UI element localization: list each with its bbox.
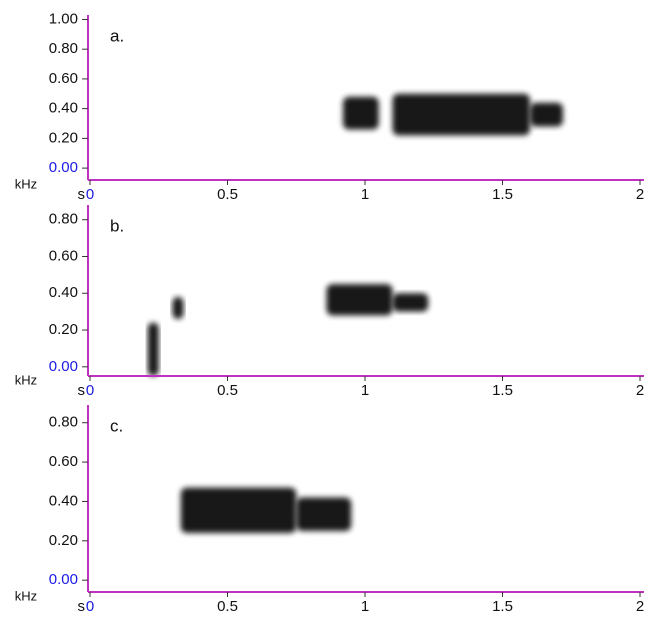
sound-blob xyxy=(326,284,393,316)
y-tick-label: 0.60 xyxy=(49,247,78,264)
y-tick-label: 0.80 xyxy=(49,211,78,228)
y-tick-label: 0.00 xyxy=(49,571,78,588)
y-tick-label: 0.00 xyxy=(49,358,78,375)
x-axis-label: s xyxy=(78,186,86,203)
sound-blob xyxy=(392,293,429,312)
y-tick-label: 0.20 xyxy=(49,532,78,549)
x-tick-label: 2 xyxy=(636,186,644,203)
y-tick-label: 0.80 xyxy=(49,414,78,431)
x-tick-label: 2 xyxy=(636,382,644,399)
x-tick-label: 0.5 xyxy=(217,186,238,203)
y-axis-label: kHz xyxy=(15,372,37,387)
x-tick-label: 1.5 xyxy=(492,382,513,399)
sound-blob xyxy=(172,296,184,319)
y-tick-label: 0.80 xyxy=(49,40,78,57)
y-tick-label: 0.20 xyxy=(49,129,78,146)
x-tick-label: 1 xyxy=(361,186,369,203)
x-tick-label: 1.5 xyxy=(492,598,513,615)
x-tick-label: 0.5 xyxy=(217,598,238,615)
y-tick-label: 0.40 xyxy=(49,284,78,301)
x-tick-label: 0 xyxy=(86,382,94,399)
x-axis-label: s xyxy=(78,598,86,615)
sound-blob xyxy=(180,487,297,533)
x-tick-label: 2 xyxy=(636,598,644,615)
sound-blob xyxy=(392,93,530,136)
x-tick-label: 1 xyxy=(361,598,369,615)
sound-blob xyxy=(343,96,379,130)
y-tick-label: 0.40 xyxy=(49,492,78,509)
panel-label: c. xyxy=(110,416,123,435)
sound-blob xyxy=(530,102,563,127)
y-tick-label: 0.00 xyxy=(49,159,78,176)
sound-blob xyxy=(296,497,352,531)
y-tick-label: 0.40 xyxy=(49,100,78,117)
panel-label: a. xyxy=(110,26,124,45)
panel-label: b. xyxy=(110,216,124,235)
x-tick-label: 1 xyxy=(361,382,369,399)
x-tick-label: 0 xyxy=(86,598,94,615)
y-tick-label: 0.20 xyxy=(49,321,78,338)
x-tick-label: 0 xyxy=(86,186,94,203)
sound-blob xyxy=(147,322,159,376)
x-tick-label: 0.5 xyxy=(217,382,238,399)
y-axis-label: kHz xyxy=(15,176,37,191)
y-tick-label: 0.60 xyxy=(49,70,78,87)
x-tick-label: 1.5 xyxy=(492,186,513,203)
y-tick-label: 1.00 xyxy=(49,10,78,27)
y-axis-label: kHz xyxy=(15,588,37,603)
y-tick-label: 0.60 xyxy=(49,453,78,470)
x-axis-label: s xyxy=(78,382,86,399)
